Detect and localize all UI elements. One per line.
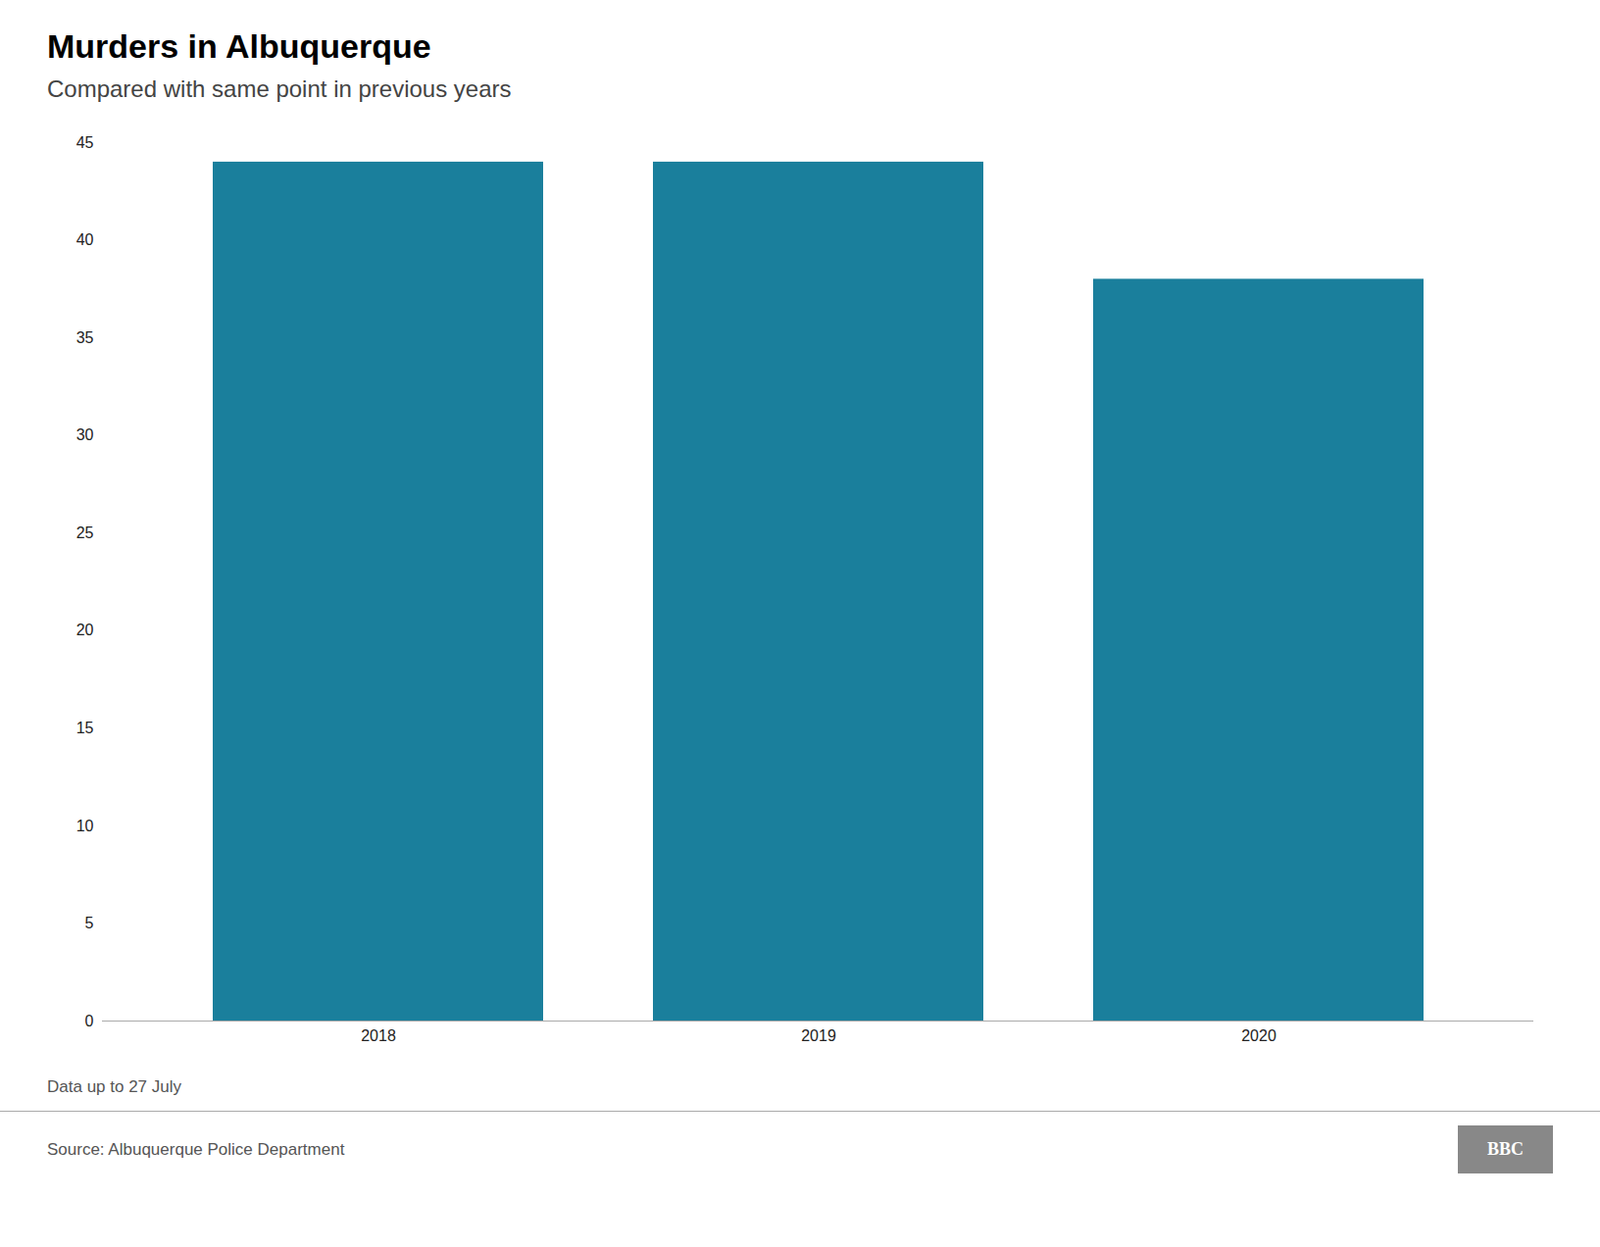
html-text:Murders in Albuquerque: Murders in Albuquerque (47, 27, 432, 65)
html-text:Source: Albuquerque Police Dep: Source: Albuquerque Police Department (47, 1139, 345, 1159)
svg-text:35: 35 (76, 329, 95, 347)
svg-text:10: 10 (76, 817, 95, 835)
svg-text:15: 15 (76, 719, 95, 737)
svg-text:30: 30 (76, 426, 95, 444)
svg-text:40: 40 (76, 231, 95, 249)
html-text:BBC: BBC (1487, 1139, 1524, 1159)
html-text:Data up to 27 July: Data up to 27 July (47, 1077, 182, 1097)
svg-text:20: 20 (76, 621, 95, 639)
svg-text:45: 45 (76, 134, 95, 151)
svg-text:5: 5 (85, 914, 95, 932)
svg-text:2020: 2020 (1241, 1027, 1277, 1045)
svg-text:2019: 2019 (800, 1027, 837, 1045)
svg-text:0: 0 (85, 1012, 95, 1030)
svg-text:25: 25 (76, 524, 95, 542)
html-text:Compared with same point in pr: Compared with same point in previous yea… (47, 75, 512, 102)
svg-text:2018: 2018 (360, 1027, 397, 1045)
